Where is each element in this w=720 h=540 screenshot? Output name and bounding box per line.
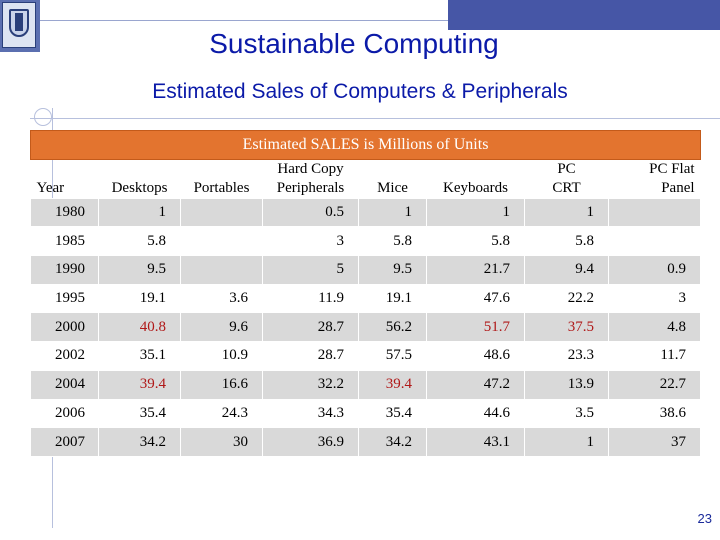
value-cell: 35.4 [358,398,427,429]
column-header: Keyboards [443,179,508,196]
year-cell: 2000 [30,312,99,343]
column-header: PC Flat Panel [649,160,695,196]
value-cell: 1 [98,197,181,228]
year-cell: 2007 [30,427,99,457]
value-cell: 16.6 [180,369,263,400]
value-cell: 39.4 [98,369,181,400]
value-cell: 9.5 [358,255,427,285]
value-cell: 9.6 [180,312,263,343]
column-header: Portables [193,179,250,196]
value-cell: 22.2 [524,283,609,314]
year-cell: 1990 [30,255,99,285]
value-cell: 21.7 [426,255,525,285]
value-cell: 24.3 [180,398,263,429]
value-cell: 23.3 [524,341,609,371]
value-cell: 43.1 [426,427,525,457]
value-cell: 28.7 [262,341,359,371]
content-rule-horizontal [30,118,720,119]
value-cell: 19.1 [358,283,427,314]
column-header: Mice [377,179,408,196]
value-cell: 5.8 [358,226,427,257]
value-cell: 51.7 [426,312,525,343]
year-cell: 1995 [30,283,99,314]
column-header: Year [36,179,65,196]
value-cell: 35.1 [98,341,181,371]
value-cell: 3 [262,226,359,257]
column-header: Hard Copy Peripherals [276,160,345,196]
value-cell: 57.5 [358,341,427,371]
value-cell: 5.8 [426,226,525,257]
value-cell: 56.2 [358,312,427,343]
value-cell: 36.9 [262,427,359,457]
value-cell: 35.4 [98,398,181,429]
value-cell [607,226,702,257]
value-cell [180,226,263,257]
value-cell: 37 [607,427,702,457]
year-cell: 2004 [30,369,99,400]
value-cell: 5 [262,255,359,285]
value-cell [180,197,263,228]
value-cell: 30 [180,427,263,457]
value-cell: 1 [426,197,525,228]
value-cell: 22.7 [607,369,702,400]
header-accent-block [448,0,720,30]
value-cell: 4.8 [607,312,702,343]
slide-title: Sustainable Computing [209,28,499,59]
table-caption: Estimated SALES is Millions of Units [29,130,702,160]
value-cell: 47.2 [426,369,525,400]
value-cell: 3.6 [180,283,263,314]
table-row: 1990 9.5 5 9.5 21.7 9.4 0.9 [30,255,702,285]
value-cell [180,255,263,285]
slide-subtitle: Estimated Sales of Computers & Periphera… [152,80,568,103]
sales-table: Estimated SALES is Millions of Units Yea… [29,130,702,457]
value-cell: 32.2 [262,369,359,400]
year-cell: 1985 [30,226,99,257]
value-cell: 3.5 [524,398,609,429]
column-header: Desktops [111,179,168,196]
table-row: 2006 35.4 24.3 34.3 35.4 44.6 3.5 38.6 [30,398,702,429]
value-cell: 28.7 [262,312,359,343]
value-cell: 5.8 [98,226,181,257]
table-row: 1995 19.1 3.6 11.9 19.1 47.6 22.2 3 [30,283,702,314]
value-cell: 10.9 [180,341,263,371]
value-cell: 5.8 [524,226,609,257]
table-row: 1980 1 0.5 1 1 1 [30,197,702,228]
university-crest-icon [2,2,36,48]
value-cell: 1 [358,197,427,228]
value-cell: 11.7 [607,341,702,371]
year-cell: 2006 [30,398,99,429]
value-cell: 39.4 [358,369,427,400]
value-cell: 13.9 [524,369,609,400]
value-cell: 1 [524,427,609,457]
table-row: 2004 39.4 16.6 32.2 39.4 47.2 13.9 22.7 [30,369,702,400]
value-cell: 34.2 [98,427,181,457]
value-cell: 40.8 [98,312,181,343]
value-cell: 9.4 [524,255,609,285]
value-cell: 0.5 [262,197,359,228]
value-cell: 11.9 [262,283,359,314]
table-row: 2007 34.2 30 36.9 34.2 43.1 1 37 [30,427,702,457]
value-cell: 48.6 [426,341,525,371]
column-header: PC CRT [552,160,581,196]
value-cell: 3 [607,283,702,314]
value-cell: 47.6 [426,283,525,314]
value-cell: 38.6 [607,398,702,429]
value-cell: 1 [524,197,609,228]
value-cell: 34.3 [262,398,359,429]
value-cell [607,197,702,228]
header-rule [40,20,720,21]
value-cell: 37.5 [524,312,609,343]
table-row: 2002 35.1 10.9 28.7 57.5 48.6 23.3 11.7 [30,341,702,371]
year-cell: 2002 [30,341,99,371]
corner-circle-ornament [34,108,52,126]
page-number: 23 [697,511,712,526]
value-cell: 0.9 [607,255,702,285]
value-cell: 34.2 [358,427,427,457]
value-cell: 19.1 [98,283,181,314]
table-row: 1985 5.8 3 5.8 5.8 5.8 [30,226,702,257]
table-row: 2000 40.8 9.6 28.7 56.2 51.7 37.5 4.8 [30,312,702,343]
value-cell: 44.6 [426,398,525,429]
value-cell: 9.5 [98,255,181,285]
year-cell: 1980 [30,197,99,228]
